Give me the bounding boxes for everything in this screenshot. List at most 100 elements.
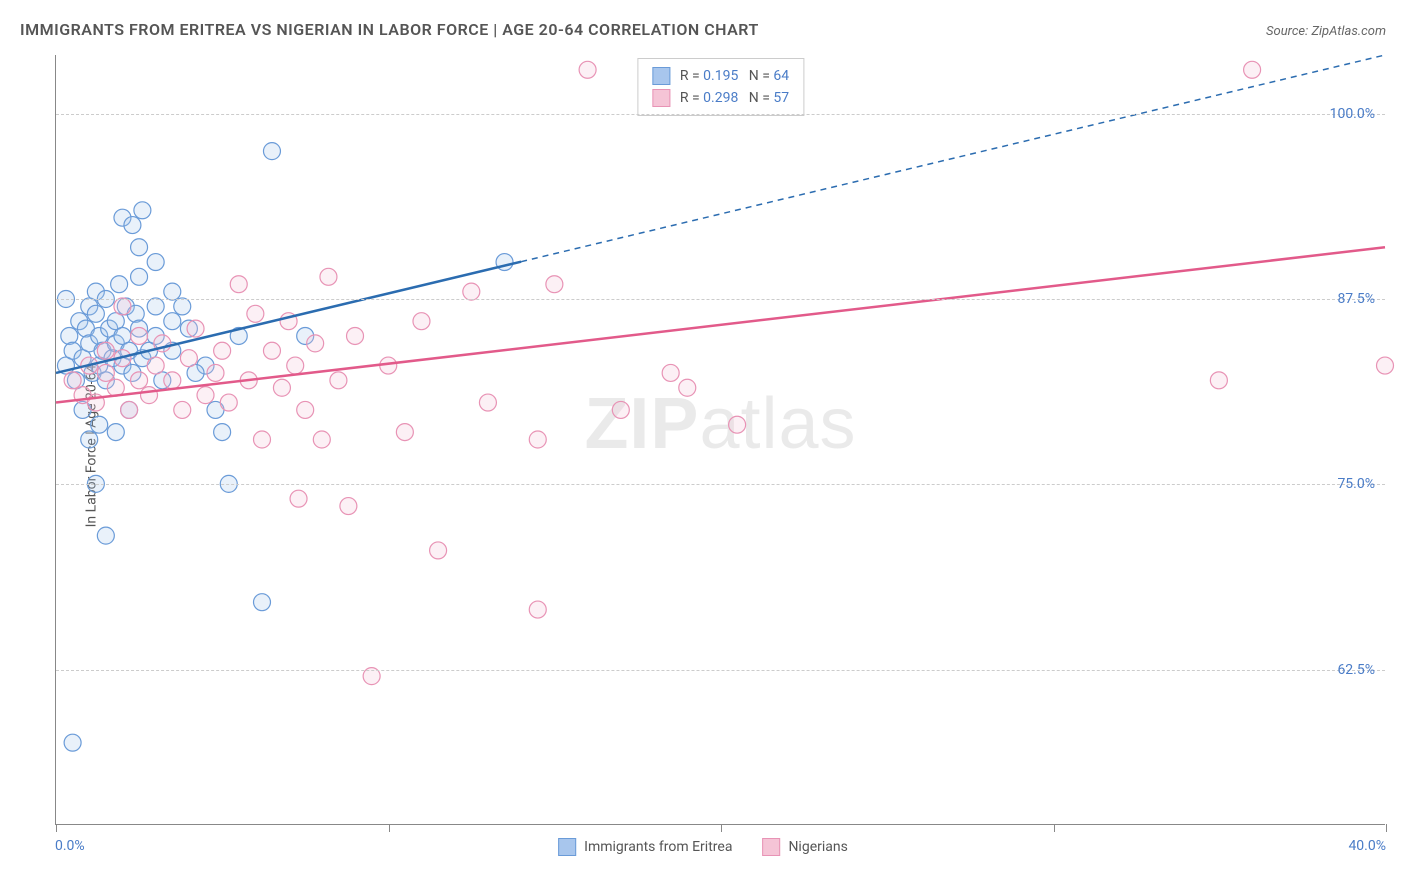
scatter-point	[254, 431, 271, 448]
x-tick	[721, 824, 722, 832]
scatter-point	[263, 342, 280, 359]
scatter-point	[463, 283, 480, 300]
scatter-point	[207, 364, 224, 381]
grid-line	[56, 670, 1385, 671]
scatter-point	[1210, 372, 1227, 389]
scatter-point	[247, 305, 264, 322]
scatter-point	[61, 327, 78, 344]
scatter-point	[141, 387, 158, 404]
scatter-point	[529, 431, 546, 448]
scatter-point	[214, 342, 231, 359]
scatter-point	[164, 372, 181, 389]
scatter-point	[134, 202, 151, 219]
y-tick-label: 100.0%	[1330, 106, 1375, 122]
legend-item: Immigrants from Eritrea	[558, 838, 732, 856]
scatter-point	[307, 335, 324, 352]
scatter-point	[579, 61, 596, 78]
scatter-point	[1377, 357, 1394, 374]
legend-label: Nigerians	[788, 839, 847, 855]
scatter-point	[313, 431, 330, 448]
scatter-point	[340, 498, 357, 515]
scatter-point	[230, 276, 247, 293]
scatter-point	[64, 372, 81, 389]
y-tick-label: 75.0%	[1337, 476, 1375, 492]
scatter-point	[330, 372, 347, 389]
scatter-point	[347, 327, 364, 344]
x-axis-max-label: 40.0%	[1348, 838, 1386, 854]
x-tick	[389, 824, 390, 832]
scatter-point	[91, 416, 108, 433]
chart-title: IMMIGRANTS FROM ERITREA VS NIGERIAN IN L…	[20, 20, 759, 39]
scatter-point	[97, 342, 114, 359]
grid-line	[56, 114, 1385, 115]
legend-row: R = 0.195 N = 64	[652, 65, 789, 87]
scatter-point	[290, 490, 307, 507]
x-axis-min-label: 0.0%	[55, 838, 85, 854]
x-tick	[1386, 824, 1387, 832]
legend-row: R = 0.298 N = 57	[652, 87, 789, 109]
scatter-point	[679, 379, 696, 396]
series-legend: Immigrants from Eritrea Nigerians	[558, 838, 848, 856]
scatter-point	[124, 217, 141, 234]
legend-swatch	[652, 89, 670, 107]
scatter-point	[174, 401, 191, 418]
scatter-point	[121, 401, 138, 418]
source-attribution: Source: ZipAtlas.com	[1266, 24, 1386, 39]
scatter-point	[97, 364, 114, 381]
scatter-point	[197, 387, 214, 404]
x-tick	[56, 824, 57, 832]
scatter-point	[529, 601, 546, 618]
scatter-point	[114, 298, 131, 315]
scatter-point	[396, 424, 413, 441]
scatter-point	[111, 276, 128, 293]
scatter-point	[81, 431, 98, 448]
legend-stats: R = 0.195 N = 64	[680, 68, 789, 84]
plot-area: ZIPatlas R = 0.195 N = 64R = 0.298 N = 5…	[55, 55, 1385, 825]
scatter-point	[729, 416, 746, 433]
scatter-point	[479, 394, 496, 411]
scatter-point	[413, 313, 430, 330]
legend-swatch	[652, 67, 670, 85]
scatter-point	[320, 268, 337, 285]
scatter-point	[1244, 61, 1261, 78]
x-tick	[1054, 824, 1055, 832]
correlation-legend: R = 0.195 N = 64 R = 0.298 N = 57	[637, 58, 804, 116]
scatter-point	[287, 357, 304, 374]
legend-swatch	[558, 838, 576, 856]
scatter-point	[164, 313, 181, 330]
scatter-point	[107, 424, 124, 441]
scatter-point	[612, 401, 629, 418]
legend-swatch	[762, 838, 780, 856]
scatter-point	[263, 143, 280, 160]
grid-line	[56, 299, 1385, 300]
scatter-point	[430, 542, 447, 559]
scatter-point	[297, 401, 314, 418]
legend-stats: R = 0.298 N = 57	[680, 90, 789, 106]
legend-item: Nigerians	[762, 838, 847, 856]
y-tick-label: 62.5%	[1337, 662, 1375, 678]
chart-svg	[56, 55, 1385, 824]
y-tick-label: 87.5%	[1337, 291, 1375, 307]
scatter-point	[273, 379, 290, 396]
scatter-point	[174, 298, 191, 315]
scatter-point	[164, 283, 181, 300]
scatter-point	[147, 357, 164, 374]
scatter-point	[187, 320, 204, 337]
grid-line	[56, 484, 1385, 485]
scatter-point	[662, 364, 679, 381]
scatter-point	[147, 298, 164, 315]
source-name: ZipAtlas.com	[1311, 24, 1386, 39]
scatter-point	[131, 372, 148, 389]
scatter-point	[254, 594, 271, 611]
scatter-point	[131, 239, 148, 256]
scatter-point	[546, 276, 563, 293]
scatter-point	[180, 350, 197, 367]
scatter-point	[214, 424, 231, 441]
scatter-point	[220, 394, 237, 411]
source-label: Source:	[1266, 24, 1311, 39]
legend-label: Immigrants from Eritrea	[584, 839, 732, 855]
scatter-point	[147, 254, 164, 271]
scatter-point	[131, 327, 148, 344]
scatter-point	[97, 527, 114, 544]
scatter-point	[87, 305, 104, 322]
